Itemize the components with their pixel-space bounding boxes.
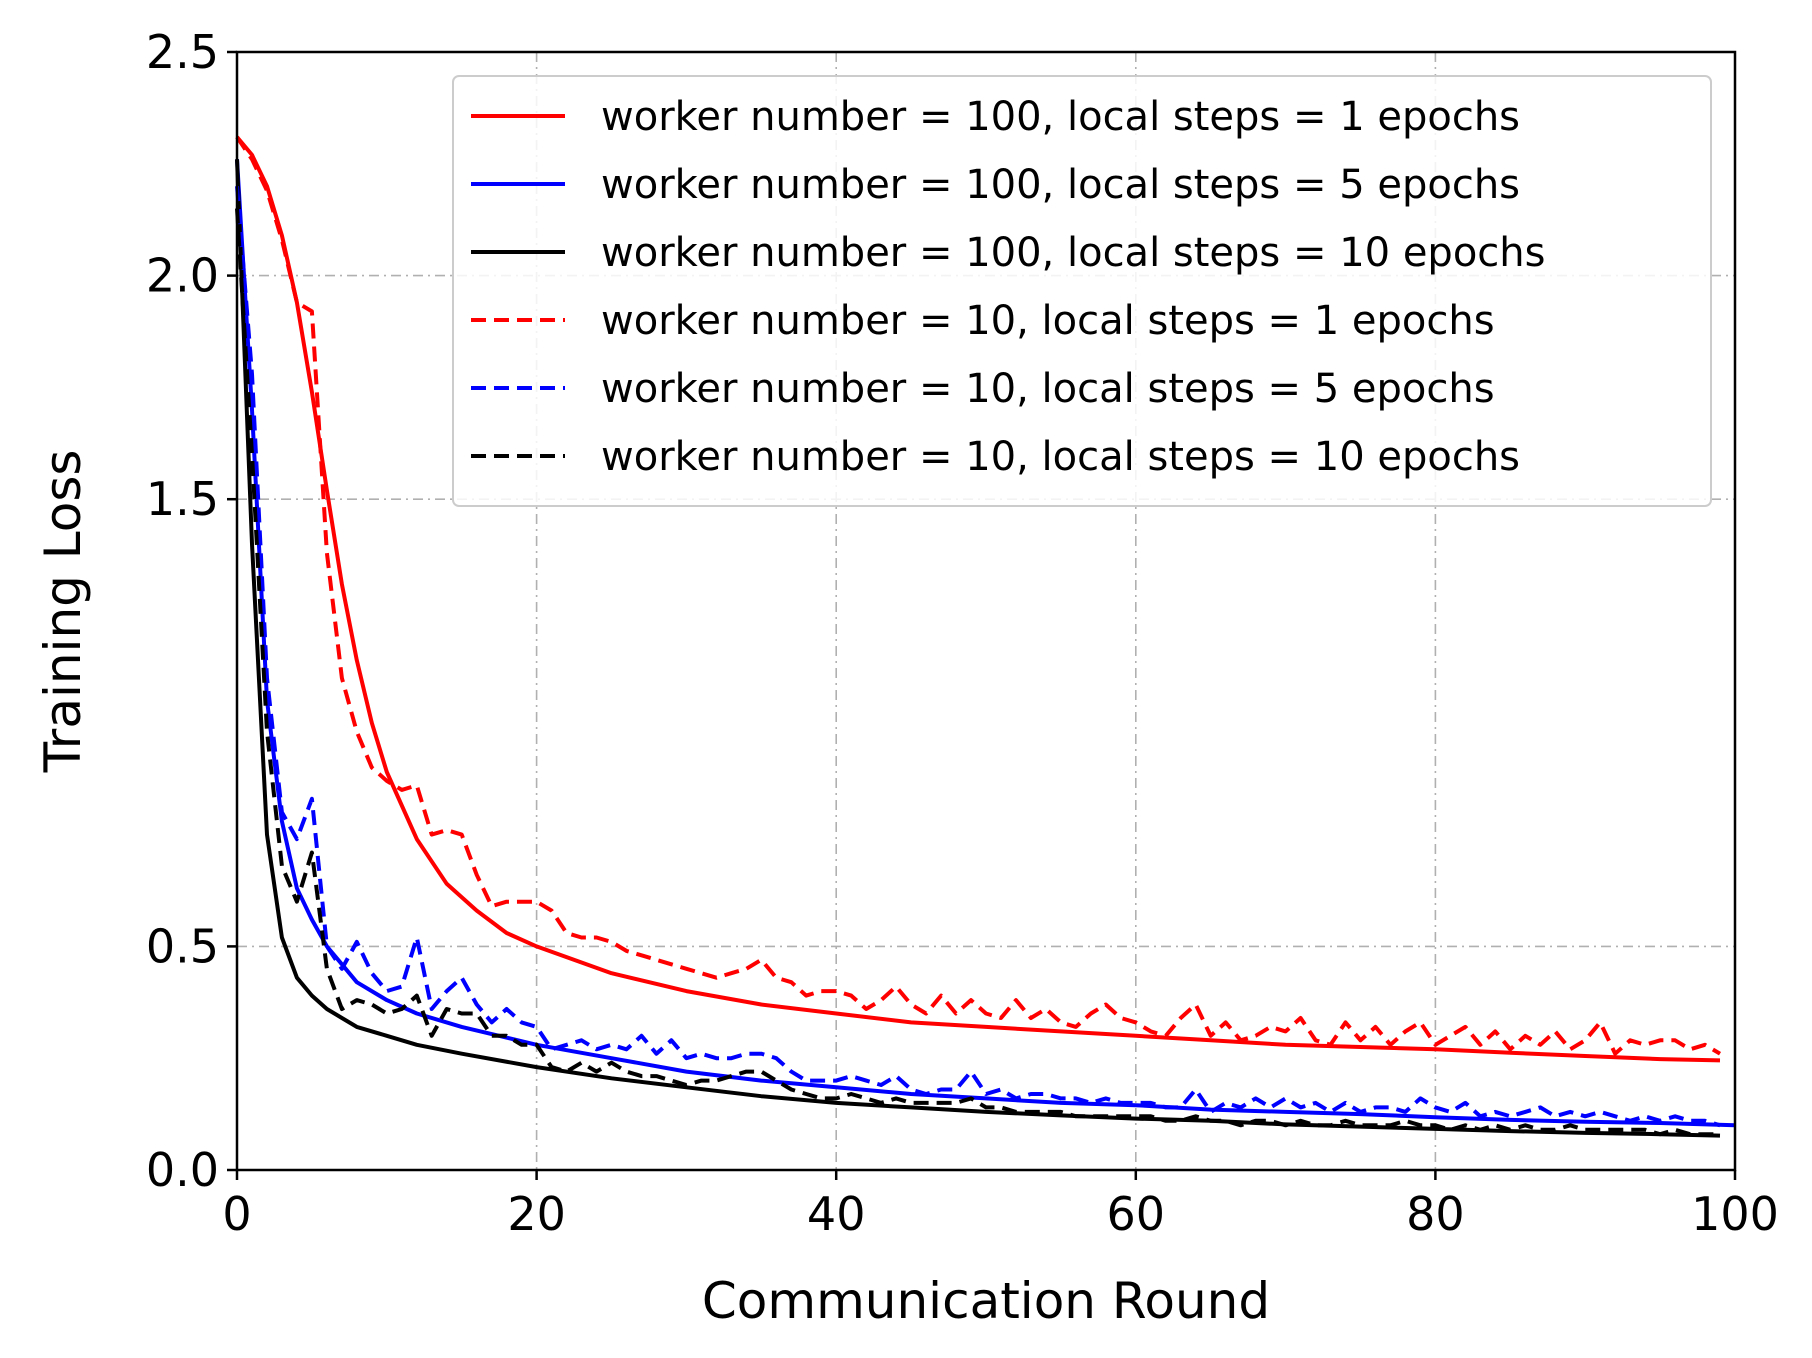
y-axis-title: Training Loss	[34, 450, 92, 774]
series-line-1	[235, 135, 1721, 1063]
series-line-3	[235, 159, 1721, 1138]
y-tick-label: 2.0	[146, 249, 219, 303]
y-tick-label: 2.5	[146, 25, 219, 79]
x-tick-label: 80	[1406, 1187, 1465, 1241]
series-line-5	[235, 186, 1721, 1128]
legend-label-4: worker number = 10, local steps = 1 epoc…	[601, 298, 1495, 344]
legend: worker number = 100, local steps = 1 epo…	[452, 75, 1712, 507]
x-tick-label: 40	[807, 1187, 866, 1241]
x-tick-label: 0	[222, 1187, 251, 1241]
x-axis-title: Communication Round	[702, 1272, 1270, 1330]
plot-frame	[235, 50, 1737, 1172]
axes: 0 20 40 60 80 100 0.0 0.5 1.5 2.0 2.5	[146, 25, 1779, 1241]
series-line-2	[235, 159, 1736, 1128]
x-tick-label: 100	[1691, 1187, 1779, 1241]
plot-series	[235, 135, 1736, 1138]
y-tick-label: 0.0	[146, 1143, 219, 1197]
x-tick-label: 20	[507, 1187, 566, 1241]
legend-box	[452, 75, 1712, 507]
legend-label-6: worker number = 10, local steps = 10 epo…	[601, 434, 1520, 480]
series-line-6	[235, 208, 1720, 1137]
y-tick-label: 1.5	[146, 472, 219, 526]
legend-label-1: worker number = 100, local steps = 1 epo…	[601, 94, 1520, 140]
legend-label-2: worker number = 100, local steps = 5 epo…	[601, 162, 1520, 208]
series-line-4	[235, 135, 1722, 1056]
legend-label-3: worker number = 100, local steps = 10 ep…	[601, 230, 1545, 276]
legend-label-5: worker number = 10, local steps = 5 epoc…	[601, 366, 1495, 412]
x-tick-label: 60	[1107, 1187, 1166, 1241]
y-tick-label: 0.5	[146, 919, 219, 973]
